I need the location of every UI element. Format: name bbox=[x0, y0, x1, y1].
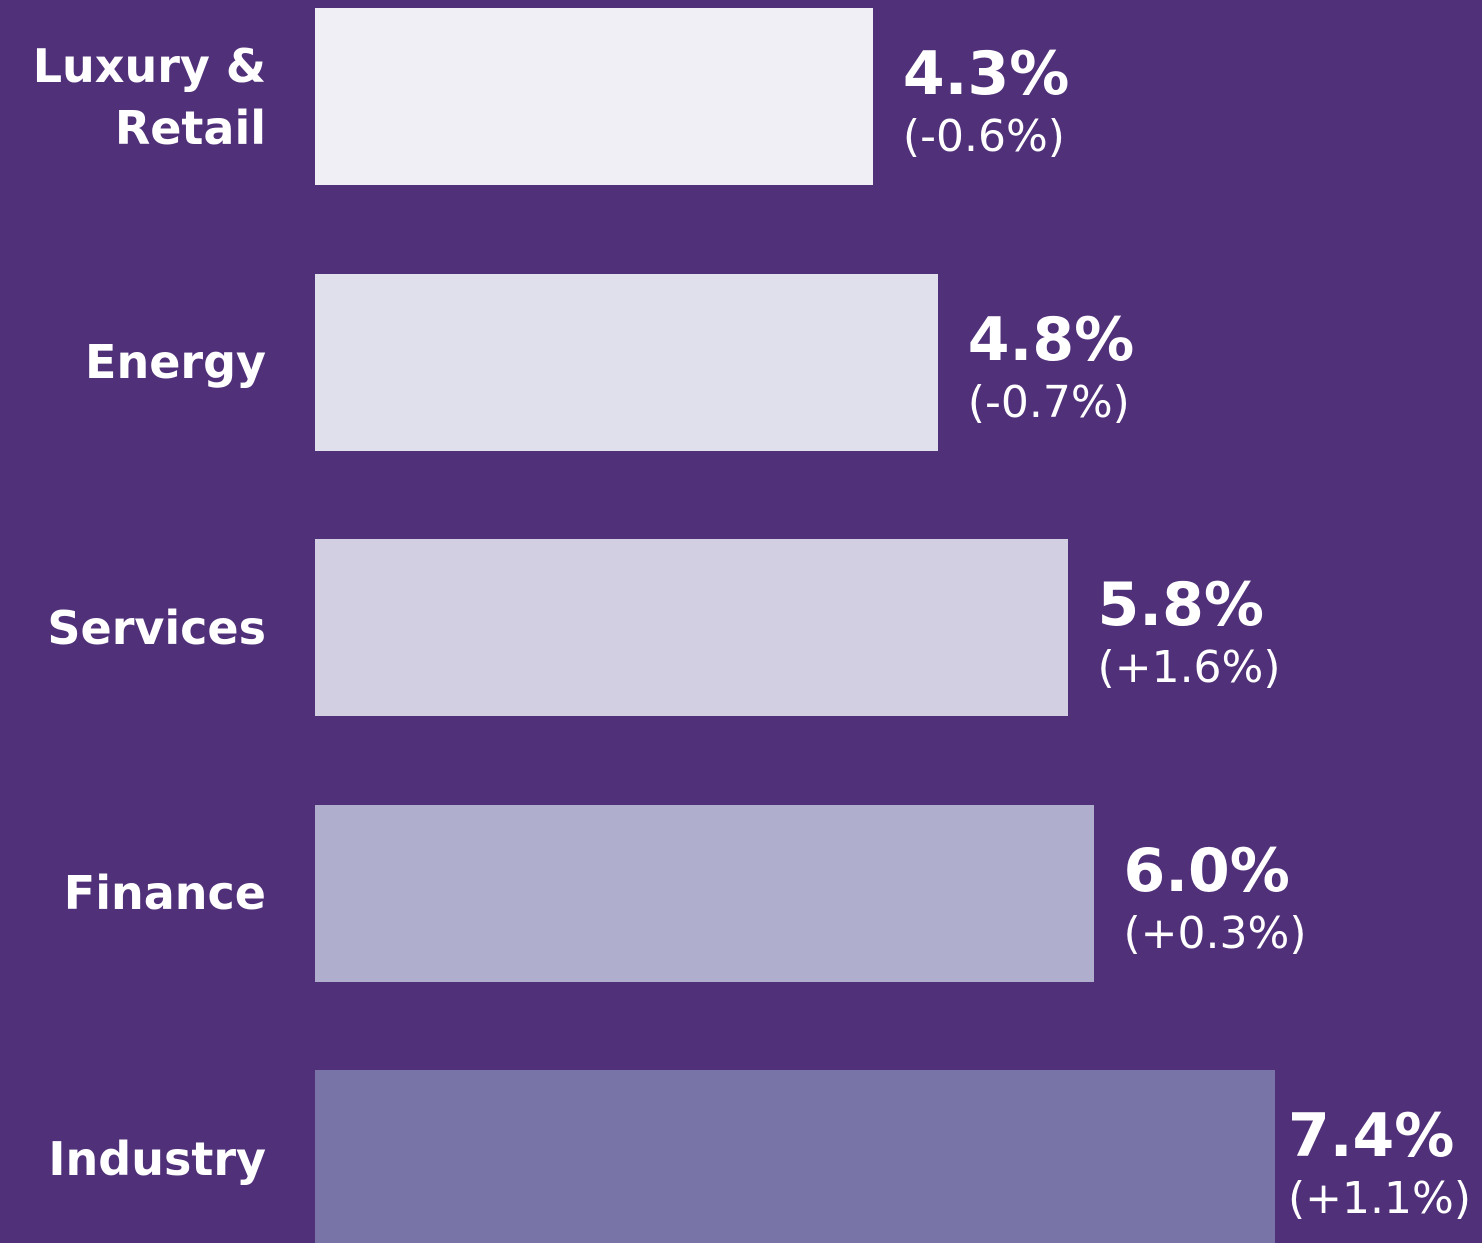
category-label: Energy bbox=[85, 335, 266, 389]
category-label: Industry bbox=[48, 1131, 266, 1186]
change-label: (-0.6%) bbox=[902, 111, 1065, 162]
bar bbox=[315, 539, 1068, 716]
value-label: 7.4% bbox=[1288, 1101, 1455, 1171]
bar bbox=[315, 8, 873, 185]
category-label: Finance bbox=[63, 866, 266, 920]
change-label: (+1.6%) bbox=[1097, 642, 1281, 693]
value-label: 4.3% bbox=[902, 39, 1070, 109]
category-label: Luxury & Retail bbox=[32, 38, 266, 155]
bar bbox=[315, 1070, 1276, 1243]
value-label: 4.8% bbox=[967, 304, 1135, 375]
value-label: 5.8% bbox=[1097, 570, 1264, 640]
category-label: Services bbox=[47, 600, 266, 655]
bar bbox=[315, 273, 938, 451]
change-label: (+0.3%) bbox=[1123, 907, 1307, 959]
value-label: 6.0% bbox=[1123, 835, 1290, 906]
bar bbox=[315, 804, 1094, 982]
change-label: (+1.1%) bbox=[1288, 1173, 1471, 1224]
change-label: (-0.7%) bbox=[967, 376, 1130, 428]
